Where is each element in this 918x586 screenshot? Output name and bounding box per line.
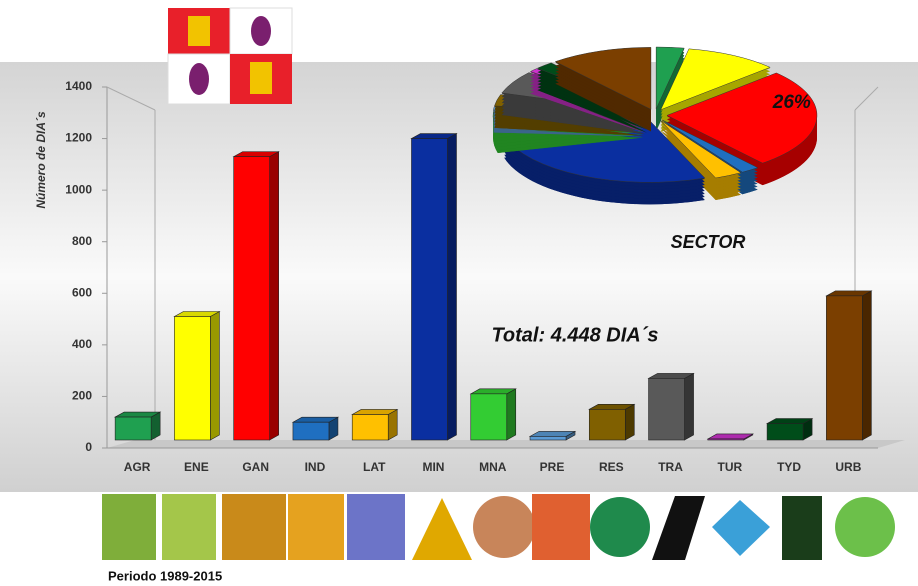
pie-slice (554, 47, 652, 110)
lion (251, 16, 271, 46)
y-tick-label: 1200 (65, 131, 92, 145)
icon (288, 494, 344, 560)
castle (188, 16, 210, 46)
y-tick-label: 1000 (65, 182, 92, 196)
pie-title: SECTOR (671, 232, 746, 252)
icon (835, 497, 895, 557)
x-tick-label: MIN (422, 460, 444, 474)
pie-slice (655, 46, 685, 110)
footer: Periodo 1989-2015 (108, 568, 222, 583)
bar-side (862, 290, 872, 441)
floor (107, 440, 905, 448)
bar (114, 416, 152, 441)
x-tick-label: RES (599, 460, 624, 474)
bar-side (684, 372, 694, 441)
bar (351, 414, 389, 441)
x-tick-label: GAN (242, 460, 269, 474)
icon (162, 494, 216, 560)
wall-edge (106, 86, 156, 111)
icon (473, 496, 535, 558)
x-tick-label: TRA (658, 460, 683, 474)
pie-slice (666, 72, 818, 164)
pie-slice (660, 120, 742, 179)
x-tick-label: MNA (479, 460, 507, 474)
bar (292, 421, 330, 441)
bar (411, 138, 448, 441)
icon (102, 494, 156, 560)
bars (113, 133, 873, 441)
pie-slice (660, 48, 771, 111)
icon (347, 494, 405, 560)
bar (826, 295, 863, 441)
bar (648, 378, 685, 441)
pie-slice-side (530, 90, 646, 134)
y-tick-label: 800 (72, 234, 92, 248)
x-tick-label: ENE (184, 460, 209, 474)
icon (412, 498, 472, 560)
y-tick-label: 1400 (65, 79, 92, 93)
x-tick-label: URB (835, 460, 861, 474)
bar (470, 393, 508, 441)
bar-side (624, 403, 635, 441)
bar-side (447, 133, 457, 441)
wall-edge (854, 86, 879, 111)
pie (492, 46, 818, 205)
lion (189, 63, 209, 95)
pie-value-label: 26% (772, 92, 811, 113)
x-tick-label: PRE (540, 460, 565, 474)
bar (766, 423, 804, 441)
x-tick-label: LAT (363, 460, 386, 474)
icon (782, 496, 822, 560)
icon (590, 497, 650, 557)
y-tick-label: 0 (85, 440, 92, 454)
flag (167, 7, 293, 105)
bar (529, 436, 567, 441)
y-tick-label: 400 (72, 337, 92, 351)
icon (712, 500, 770, 556)
sector-icons (102, 494, 895, 560)
bar (233, 156, 270, 441)
pie-slice (661, 119, 759, 173)
bar-side (269, 151, 279, 441)
y-tick-label: 600 (72, 285, 92, 299)
bar (707, 438, 745, 441)
bar-side (210, 310, 220, 441)
x-tick-label: IND (305, 460, 326, 474)
icon (222, 494, 286, 560)
icon (532, 494, 590, 560)
y-axis-label: Número de DIA´s (34, 111, 48, 209)
bar-side (506, 388, 517, 441)
y-tick-label: 200 (72, 389, 92, 403)
x-tick-label: AGR (124, 460, 151, 474)
bar (174, 316, 211, 441)
x-tick-label: TUR (717, 460, 742, 474)
castle (250, 62, 272, 94)
total-annotation: Total: 4.448 DIA´s (491, 324, 658, 346)
x-tick-label: TYD (777, 460, 801, 474)
pie-slice-side (493, 128, 644, 137)
icon (652, 496, 705, 560)
bar (588, 409, 626, 441)
